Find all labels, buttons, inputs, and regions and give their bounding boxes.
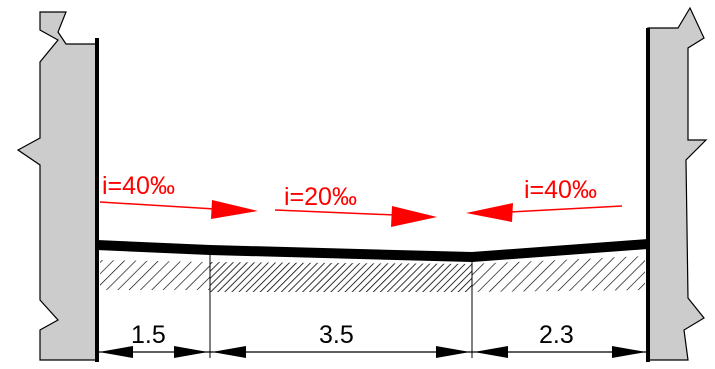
dimension-arrowhead: [174, 346, 208, 358]
slope-label-3: i=40‰: [524, 176, 597, 204]
dimension-arrowhead: [612, 346, 646, 358]
hatch-right: [472, 256, 645, 292]
right-wall-body: [647, 6, 708, 361]
dimension-arrowhead: [436, 346, 470, 358]
right-wall: [646, 6, 708, 362]
dimension-label-1: 1.5: [131, 321, 166, 349]
dimension-label-2: 3.5: [319, 321, 354, 349]
dimension-line: [97, 346, 648, 358]
slope-arrow-3: [466, 203, 623, 222]
slope-label-2: i=20‰: [284, 183, 357, 211]
slope-arrow-2: [274, 206, 437, 227]
slope-arrow-1: [99, 200, 258, 219]
hatch-left: [100, 260, 210, 290]
left-wall: [16, 11, 99, 362]
hatch-middle: [210, 262, 472, 292]
ground-hatching: [100, 256, 645, 292]
dimension-arrowhead: [212, 346, 246, 358]
slope-label-1: i=40‰: [102, 172, 175, 200]
dimension-arrowhead: [99, 346, 133, 358]
dimension-arrowhead: [474, 346, 508, 358]
left-wall-body: [16, 11, 98, 361]
dimension-label-3: 2.3: [539, 321, 574, 349]
pavement-surface: [96, 239, 649, 262]
